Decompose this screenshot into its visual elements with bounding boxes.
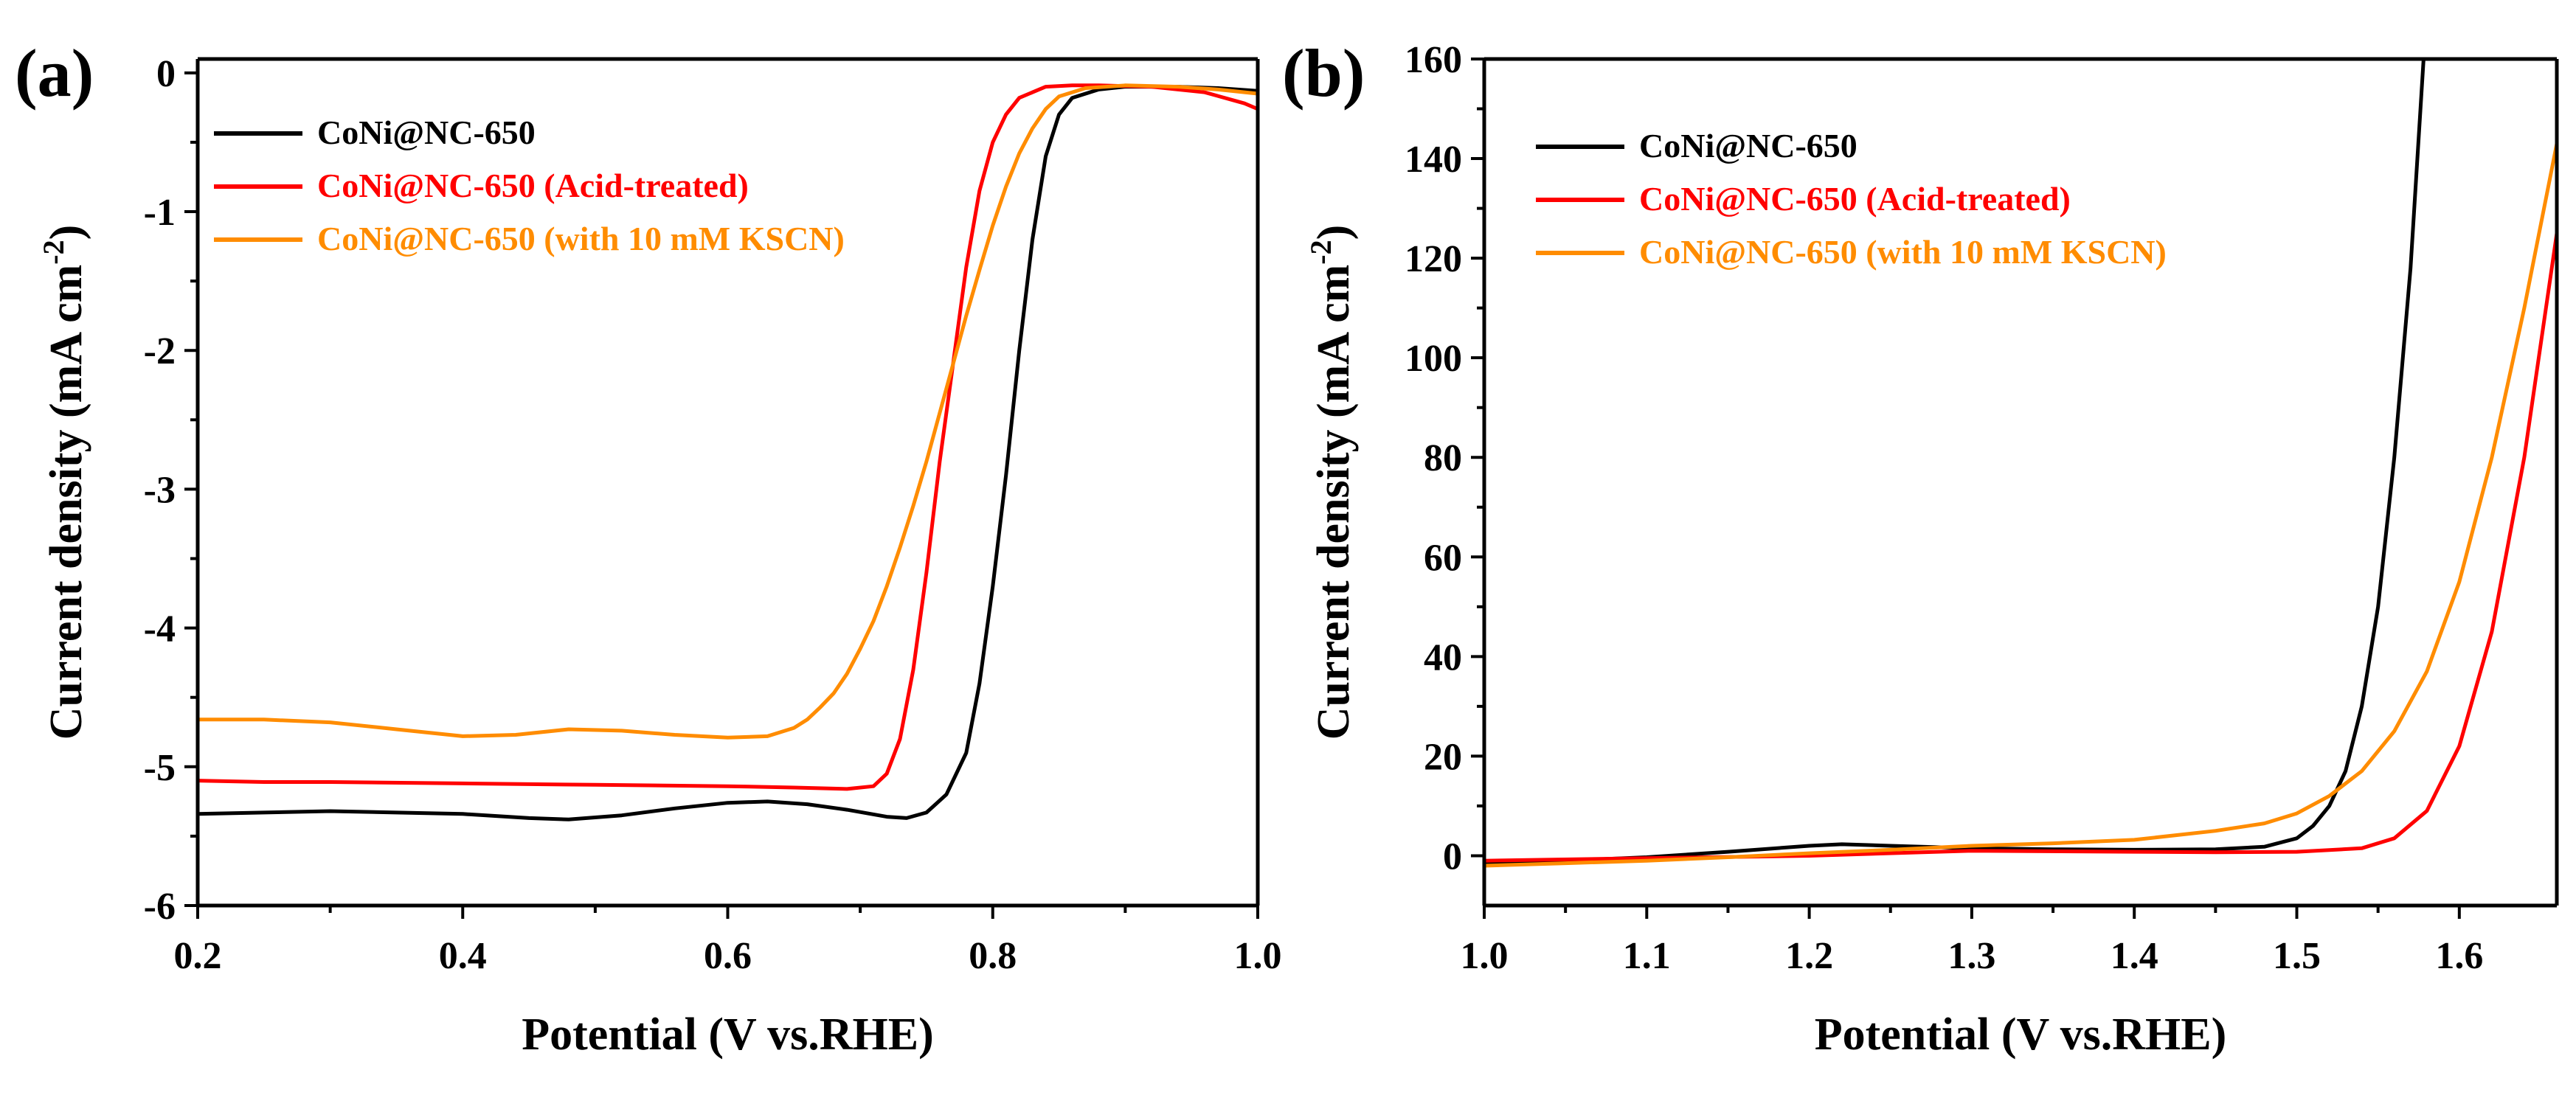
- p1-x-axis-label: Potential (V vs.RHE): [1815, 1010, 2227, 1060]
- p0-legend-label-2: CoNi@NC-650 (with 10 mM KSCN): [317, 220, 845, 257]
- p1-panel-label: (b): [1282, 35, 1365, 111]
- p1-x-tick-label: 1.6: [2435, 935, 2483, 977]
- p1-y-axis-label-sup: -2: [1304, 240, 1337, 264]
- p0-x-tick-label: 1.0: [1234, 935, 1282, 977]
- p0-panel-label: (a): [15, 35, 94, 111]
- p1-x-tick-label: 1.3: [1947, 935, 1995, 977]
- p0-y-axis-label-sup: -2: [37, 240, 70, 264]
- p0-y-tick-label: -4: [144, 608, 176, 650]
- p0-y-tick-label: -6: [144, 886, 176, 928]
- p0-x-tick-label: 0.8: [969, 935, 1017, 977]
- p1-y-tick-label: 80: [1424, 437, 1462, 479]
- p1-y-tick-label: 20: [1424, 736, 1462, 778]
- p0-x-tick-label: 0.6: [704, 935, 752, 977]
- p0-y-axis-label-main: Current density (mA cm: [41, 265, 91, 740]
- p1-series-line-1: [1484, 231, 2557, 863]
- p0-y-axis-label-close: ): [41, 225, 91, 240]
- p0-legend-label-0: CoNi@NC-650: [317, 114, 536, 151]
- p0-y-axis-label: Current density (mA cm-2): [37, 225, 91, 740]
- p1-x-tick-label: 1.4: [2111, 935, 2158, 977]
- panel-a: 0.2 0.4 0.6 0.8 1.0 -6 -5 -4 -3 -2 -1 0 Potential (V…: [15, 35, 1282, 1060]
- p1-y-tick-label: 40: [1424, 636, 1462, 678]
- p1-y-tick-label: 0: [1443, 835, 1462, 878]
- p1-y-tick-label: 140: [1405, 139, 1462, 181]
- p1-y-tick-label: 120: [1405, 238, 1462, 280]
- p1-x-tick-label: 1.2: [1785, 935, 1833, 977]
- p1-y-tick-label: 60: [1424, 537, 1462, 579]
- p1-y-tick-label: 100: [1405, 338, 1462, 380]
- p1-series-line-2: [1484, 142, 2557, 868]
- p0-y-tick-label: -2: [144, 330, 176, 372]
- p0-y-tick-label: 0: [156, 53, 176, 95]
- p0-y-tick-label: -5: [144, 747, 176, 789]
- p1-y-tick-label: 160: [1405, 39, 1462, 81]
- p0-x-tick-label: 0.2: [174, 935, 222, 977]
- p1-legend-label-2: CoNi@NC-650 (with 10 mM KSCN): [1639, 233, 2167, 271]
- p0-legend-label-1: CoNi@NC-650 (Acid-treated): [317, 167, 749, 204]
- p0-x-tick-label: 0.4: [439, 935, 487, 977]
- p1-legend-label-0: CoNi@NC-650: [1639, 127, 1857, 164]
- p0-y-tick-label: -1: [144, 192, 176, 234]
- p0-series-line-0: [198, 85, 1258, 821]
- p1-y-axis-label-main: Current density (mA cm: [1309, 265, 1359, 740]
- p0-x-axis-label: Potential (V vs.RHE): [522, 1010, 934, 1060]
- p1-x-tick-label: 1.0: [1461, 935, 1509, 977]
- p1-y-axis-label-close: ): [1309, 225, 1359, 240]
- p0-series-line-1: [198, 83, 1258, 791]
- p1-series-line-0: [1484, 59, 2426, 866]
- p0-series-line-2: [198, 83, 1258, 740]
- p1-legend-label-1: CoNi@NC-650 (Acid-treated): [1639, 180, 2071, 218]
- panel-b: 1.0 1.1 1.2 1.3 1.4 1.5 1.6 0 20 40 60 80 100 120 140 1…: [1282, 35, 2559, 1060]
- p0-y-tick-label: -3: [144, 469, 176, 511]
- p1-x-tick-label: 1.1: [1623, 935, 1671, 977]
- p1-y-axis-label: Current density (mA cm-2): [1304, 225, 1359, 740]
- p1-x-tick-label: 1.5: [2273, 935, 2321, 977]
